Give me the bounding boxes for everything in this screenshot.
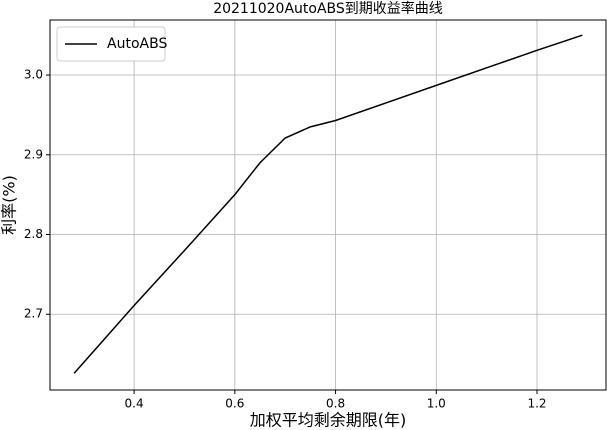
chart-title: 20211020AutoABS到期收益率曲线 <box>213 0 443 17</box>
x-tick-label: 0.4 <box>125 397 144 411</box>
x-tick-label: 1.0 <box>427 397 446 411</box>
x-axis-label: 加权平均剩余期限(年) <box>250 411 407 430</box>
legend-box <box>56 26 166 62</box>
y-tick-label: 2.8 <box>24 227 43 241</box>
x-tick-label: 0.8 <box>326 397 345 411</box>
y-tick-label: 3.0 <box>24 68 43 82</box>
x-tick-label: 1.2 <box>527 397 546 411</box>
y-tick-label: 2.9 <box>24 147 43 161</box>
y-tick-label: 2.7 <box>24 307 43 321</box>
plot-frame <box>49 19 607 391</box>
x-tick-label: 0.6 <box>225 397 244 411</box>
legend-label: AutoABS <box>107 36 167 52</box>
line-series <box>73 34 583 374</box>
y-axis-label: 利率(%) <box>0 175 19 235</box>
